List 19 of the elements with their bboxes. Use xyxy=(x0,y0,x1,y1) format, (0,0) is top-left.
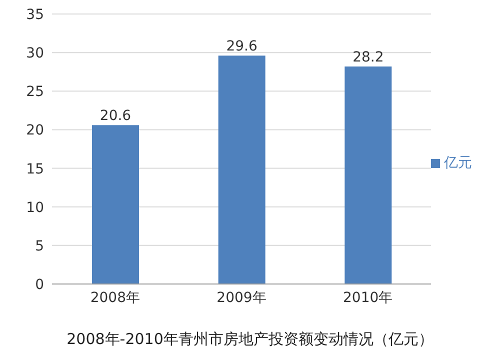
y-tick-label: 20 xyxy=(26,122,44,139)
bar xyxy=(344,66,392,284)
y-tick-label: 0 xyxy=(35,276,44,293)
data-label: 20.6 xyxy=(100,108,132,124)
bar xyxy=(92,125,139,284)
text: 2008年-2010年青州市房地产投资额变动情况（亿元） xyxy=(66,330,434,349)
x-tick-label: 2009年 xyxy=(216,290,266,306)
data-label: 29.6 xyxy=(226,38,258,55)
y-tick-label: 30 xyxy=(26,46,44,62)
y-tick-label: 10 xyxy=(26,200,44,216)
x-tick-label: 2010年 xyxy=(343,290,393,306)
y-tick-label: 35 xyxy=(26,6,44,23)
legend-label: 亿元 xyxy=(444,155,472,171)
data-label: 28.2 xyxy=(352,49,384,66)
y-tick-label: 25 xyxy=(26,84,44,100)
y-tick-label: 5 xyxy=(35,238,44,254)
x-tick-label: 2008年 xyxy=(90,290,140,306)
bar xyxy=(218,56,266,284)
y-tick-label: 15 xyxy=(26,161,44,178)
